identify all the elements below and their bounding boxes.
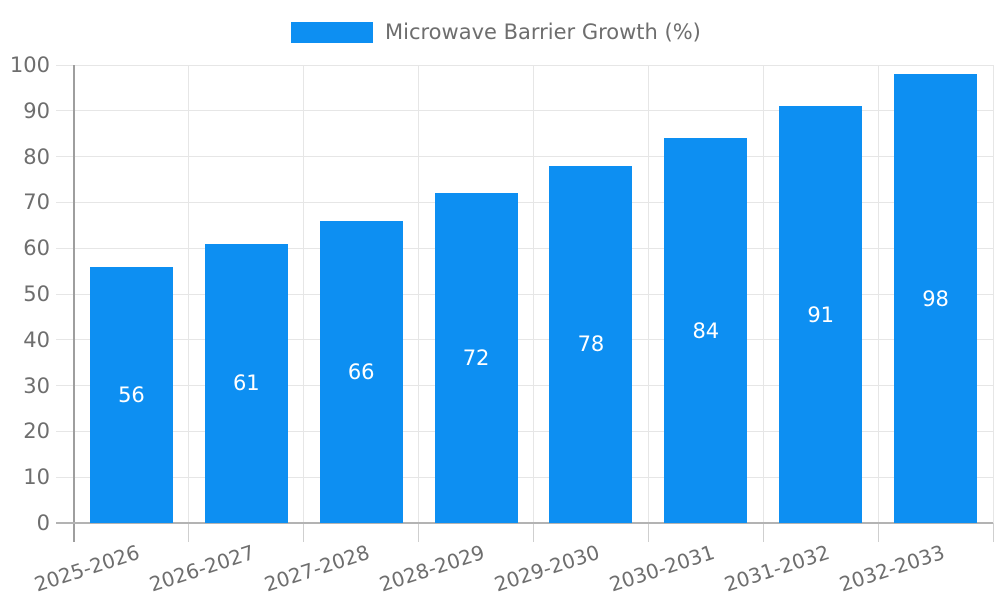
- y-gridline: [56, 201, 993, 203]
- bar-value-label: 91: [807, 302, 835, 327]
- bar-value-label: 56: [118, 382, 145, 407]
- x-axis-tick: [647, 523, 649, 542]
- x-gridline: [188, 65, 190, 523]
- bar-value-label: 66: [347, 359, 375, 384]
- x-axis-tick: [992, 523, 994, 542]
- y-gridline: [56, 293, 993, 295]
- y-gridline: [56, 385, 993, 387]
- bar: [319, 220, 403, 523]
- bar-value-label: 84: [692, 318, 720, 343]
- y-tick-label: 20: [23, 419, 50, 444]
- x-gridline: [418, 65, 420, 523]
- x-tick-label: 2026-2027: [146, 540, 258, 597]
- x-gridline: [303, 65, 305, 523]
- bar: [89, 266, 173, 523]
- x-axis-tick: [762, 523, 764, 542]
- legend-swatch: [291, 22, 373, 43]
- y-gridline: [56, 156, 993, 158]
- x-gridline: [762, 65, 764, 523]
- x-axis-tick: [188, 523, 190, 542]
- y-gridline: [56, 476, 993, 478]
- y-tick-label: 50: [23, 282, 50, 306]
- y-gridline: [56, 64, 993, 66]
- x-axis-tick: [303, 523, 305, 542]
- x-tick-label: 2032-2033: [835, 540, 947, 597]
- x-axis-tick: [877, 523, 879, 542]
- y-gridline: [56, 110, 993, 112]
- x-tick-label: 2027-2028: [261, 540, 373, 597]
- bar: [664, 138, 748, 523]
- bar-value-label: 72: [462, 346, 490, 371]
- y-tick-label: 0: [36, 511, 50, 535]
- y-gridline: [56, 247, 993, 249]
- y-tick-label: 10: [23, 465, 50, 490]
- y-tick-label: 70: [23, 190, 50, 215]
- bar-value-label: 98: [922, 286, 949, 311]
- x-gridline: [533, 65, 534, 523]
- bar: [549, 165, 633, 523]
- x-gridline: [647, 65, 649, 523]
- bar: [779, 106, 863, 523]
- y-tick-label: 90: [23, 98, 50, 123]
- bar: [894, 74, 978, 523]
- x-gridline: [992, 65, 994, 523]
- y-gridline: [56, 430, 993, 432]
- x-tick-label: 2028-2029: [376, 540, 488, 597]
- y-gridline: [56, 339, 993, 341]
- y-tick-label: 30: [23, 373, 50, 398]
- bar-value-label: 61: [232, 371, 260, 396]
- legend-label: Microwave Barrier Growth (%): [385, 20, 701, 44]
- x-axis-line: [56, 522, 993, 524]
- x-axis-tick: [533, 523, 534, 542]
- x-tick-label: 2029-2030: [491, 540, 603, 597]
- chart-legend: Microwave Barrier Growth (%): [0, 0, 1000, 55]
- x-axis-tick: [418, 523, 420, 542]
- y-tick-label: 40: [23, 327, 50, 352]
- bar: [434, 193, 518, 523]
- bar: [204, 243, 288, 523]
- bar-value-label: 78: [577, 332, 605, 357]
- x-tick-label: 2025-2026: [31, 540, 143, 597]
- y-tick-label: 100: [9, 53, 50, 77]
- y-axis-line: [72, 65, 75, 542]
- y-tick-label: 60: [23, 236, 50, 261]
- x-tick-label: 2031-2032: [721, 540, 833, 597]
- y-tick-label: 80: [23, 144, 50, 169]
- x-gridline: [877, 65, 879, 523]
- x-tick-label: 2030-2031: [606, 540, 718, 597]
